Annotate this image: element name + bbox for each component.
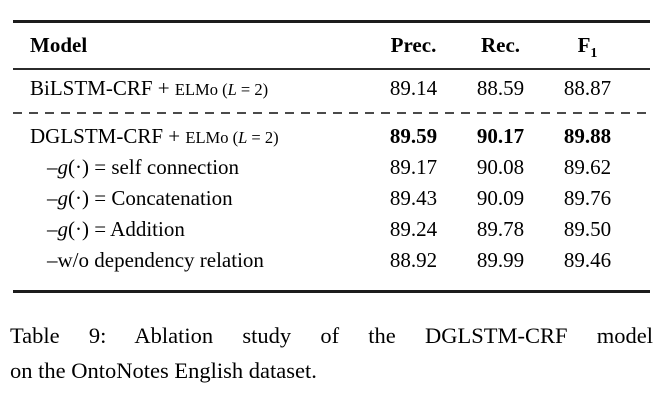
table-caption: Table 9: Ablation study of the DGLSTM-CR…: [10, 318, 653, 388]
model-label-part: g: [57, 155, 69, 179]
model-label: –w/o dependency relation: [13, 250, 370, 271]
header-f1: F1: [544, 33, 631, 61]
model-label-part: (·) = Concatenation: [68, 186, 233, 210]
table-header-row: Model Prec. Rec. F1: [13, 23, 650, 68]
table-row: DGLSTM-CRF + ELMo (L = 2) 89.59 90.17 89.88: [13, 121, 650, 152]
table-ablation-group: DGLSTM-CRF + ELMo (L = 2) 89.59 90.17 89.88…: [13, 114, 650, 290]
recall-value: 90.08: [476, 155, 525, 179]
model-label-part: = 2): [247, 128, 279, 147]
table-row: BiLSTM-CRF + ELMo (L = 2) 89.14 88.59 88.87: [13, 73, 650, 104]
model-label-part: –: [47, 155, 58, 179]
ablation-table: Model Prec. Rec. F1 BiLSTM-CRF + ELMo (L…: [13, 20, 650, 293]
header-precision: Prec.: [390, 33, 437, 57]
caption-line-2: on the OntoNotes English dataset.: [10, 358, 317, 383]
model-label-part: L: [238, 128, 248, 147]
f1-value: 89.76: [563, 186, 612, 210]
model-label-part: g: [57, 186, 69, 210]
model-label: DGLSTM-CRF + ELMo (L = 2): [13, 126, 370, 147]
recall-value: 90.17: [476, 124, 525, 148]
f1-value: 88.87: [563, 76, 612, 100]
precision-value: 89.43: [389, 186, 438, 210]
header-f1-base: F: [577, 33, 591, 57]
table-header-rule: [13, 68, 650, 70]
table-baseline-group: BiLSTM-CRF + ELMo (L = 2) 89.14 88.59 88.87: [13, 73, 650, 104]
header-recall: Rec.: [480, 33, 521, 57]
f1-value: 89.62: [563, 155, 612, 179]
f1-value: 89.88: [563, 124, 612, 148]
header-model: Model: [30, 33, 88, 57]
table-row: –w/o dependency relation 88.92 89.99 89.46: [13, 245, 650, 276]
f1-value: 89.50: [563, 217, 612, 241]
model-label: –g(·) = Addition: [13, 219, 370, 240]
model-label-part: –: [47, 186, 58, 210]
model-label-part: = 2): [236, 80, 269, 99]
model-label-part: ELMo (: [185, 128, 239, 147]
recall-value: 88.59: [476, 76, 525, 100]
model-label-part: ELMo (: [174, 80, 228, 99]
table-dashed-rule: [13, 112, 650, 114]
model-label-part: (·) = self connection: [68, 155, 240, 179]
model-label-part: (·) = Addition: [68, 217, 185, 241]
model-label-part: g: [57, 217, 69, 241]
precision-value: 89.17: [389, 155, 438, 179]
model-label-part: –w/o dependency relation: [47, 248, 264, 272]
model-label: BiLSTM-CRF + ELMo (L = 2): [13, 78, 370, 99]
caption-line-1: Table 9: Ablation study of the DGLSTM-CR…: [10, 323, 653, 348]
recall-value: 90.09: [476, 186, 525, 210]
table-top-rule: [13, 20, 650, 23]
model-label: –g(·) = Concatenation: [13, 188, 370, 209]
recall-value: 89.99: [476, 248, 525, 272]
header-f1-subscript: 1: [590, 46, 598, 62]
precision-value: 88.92: [389, 248, 438, 272]
table-bottom-rule: [13, 290, 650, 293]
model-label-part: –: [47, 217, 58, 241]
model-label-part: L: [227, 80, 237, 99]
table-row: –g(·) = Addition 89.24 89.78 89.50: [13, 214, 650, 245]
recall-value: 89.78: [476, 217, 525, 241]
model-label-part: DGLSTM-CRF +: [30, 124, 186, 148]
precision-value: 89.24: [389, 217, 438, 241]
precision-value: 89.59: [389, 124, 438, 148]
table-row: –g(·) = Concatenation 89.43 90.09 89.76: [13, 183, 650, 214]
table-row: –g(·) = self connection 89.17 90.08 89.62: [13, 152, 650, 183]
model-label: –g(·) = self connection: [13, 157, 370, 178]
model-label-part: BiLSTM-CRF +: [30, 76, 175, 100]
precision-value: 89.14: [389, 76, 438, 100]
f1-value: 89.46: [563, 248, 612, 272]
